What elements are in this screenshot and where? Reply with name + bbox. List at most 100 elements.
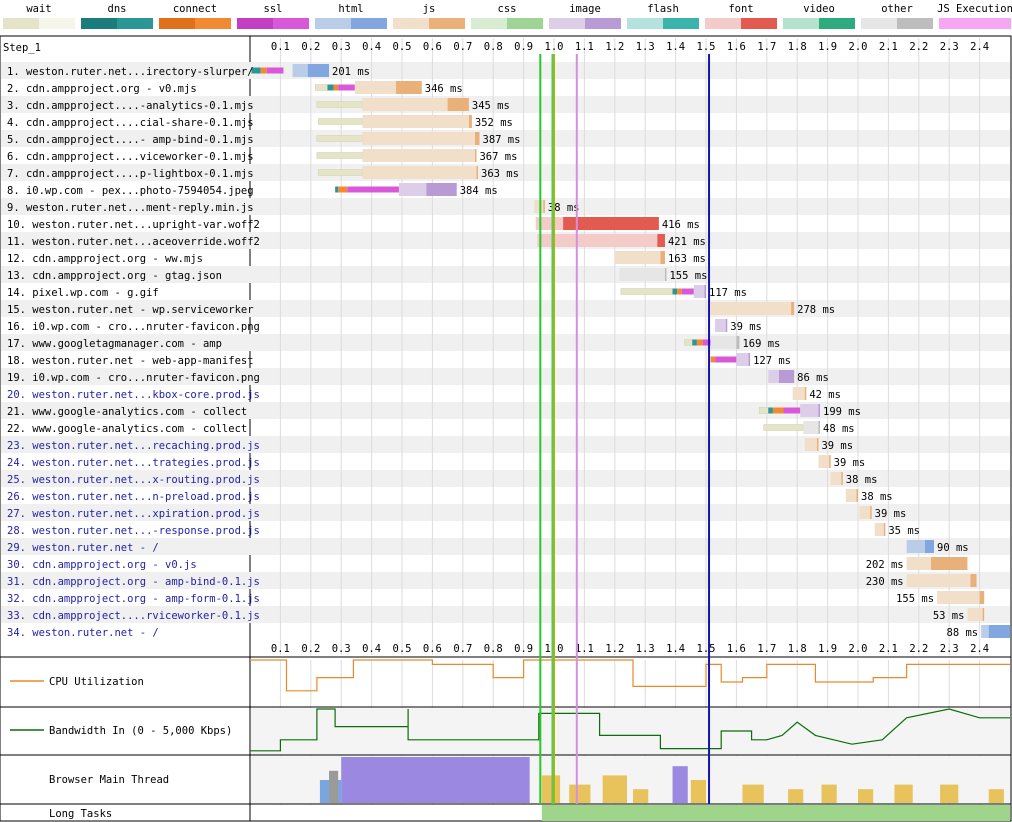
bar-download: [664, 268, 667, 281]
request-label: 18. weston.ruter.net - web-app-manifest: [7, 355, 254, 367]
legend-swatch-light: [237, 18, 273, 29]
x-tick-label: 1.7: [757, 41, 776, 53]
x-tick-label: 0.4: [362, 41, 381, 53]
bar-download: [988, 625, 1010, 638]
bar-ttfb: [906, 574, 971, 587]
duration-label: 39 ms: [834, 457, 866, 469]
main-thread-activity: [742, 784, 764, 803]
x-tick-label: 0.3: [332, 41, 351, 53]
bar-download: [657, 234, 665, 247]
request-label: 21. www.google-analytics.com - collect: [7, 406, 247, 418]
duration-label: 421 ms: [668, 236, 706, 248]
bar-download: [924, 540, 934, 553]
x-tick-label: 0.1: [271, 643, 290, 655]
request-label: 11. weston.ruter.net...aceoverride.woff2: [7, 236, 260, 248]
row-stripe: [1, 606, 1010, 623]
row-stripe: [1, 470, 1010, 487]
duration-label: 39 ms: [875, 508, 907, 520]
request-label: 10. weston.ruter.net...upright-var.woff2: [7, 219, 260, 231]
x-tick-label: 1.9: [818, 643, 837, 655]
frame: [0, 35, 1012, 822]
bar-ttfb: [804, 438, 817, 451]
legend-swatch-dark: [429, 18, 465, 29]
x-tick-label: 0.7: [453, 41, 472, 53]
legend-swatch-light: [159, 18, 195, 29]
main-thread-activity: [858, 789, 874, 803]
x-tick-label: 0.2: [301, 643, 320, 655]
request-label: 28. weston.ruter.net...-response.prod.js: [7, 525, 260, 537]
duration-label: 39 ms: [821, 440, 853, 452]
row-stripe: [1, 334, 1010, 351]
x-tick-label: 1.5: [697, 643, 716, 655]
bar-download: [426, 183, 457, 196]
bar-ttfb: [362, 166, 477, 179]
duration-label: 346 ms: [425, 83, 463, 95]
bar-ttfb: [362, 149, 475, 162]
x-tick-label: 1.4: [666, 41, 685, 53]
bar-ttfb: [362, 132, 475, 145]
x-tick-label: 0.4: [362, 643, 381, 655]
duration-label: 202 ms: [866, 559, 904, 571]
main-thread-activity: [329, 770, 339, 803]
row-stripe: [1, 436, 1010, 453]
request-label: 8. i0.wp.com - pex...photo-7594054.jpeg: [7, 185, 254, 197]
request-label: 33. cdn.ampproject....rviceworker-0.1.js: [7, 610, 260, 622]
legend-swatch-dark: [663, 18, 699, 29]
duration-label: 169 ms: [742, 338, 780, 350]
x-tick-label: 2.1: [879, 643, 898, 655]
legend-label-ssl: ssl: [264, 3, 283, 15]
main-thread-activity: [821, 784, 837, 803]
request-label: 22. www.google-analytics.com - collect: [7, 423, 247, 435]
legend-swatch-light: [627, 18, 663, 29]
bar-wait: [758, 407, 769, 414]
legend-swatch-dark: [741, 18, 777, 29]
request-label: 3. cdn.ampproject....-analytics-0.1.mjs: [7, 100, 254, 112]
legend-swatch-dark: [273, 18, 309, 29]
request-bars: [251, 64, 1010, 638]
bandwidth-line: [250, 708, 1010, 752]
x-tick-label: 0.2: [301, 41, 320, 53]
x-tick-label: 0.3: [332, 643, 351, 655]
bar-ttfb: [800, 404, 819, 417]
request-label: 26. weston.ruter.net...n-preload.prod.js: [7, 491, 260, 503]
legend-swatch-light: [471, 18, 507, 29]
x-axis-top: 0.1 0.2 0.3 0.4 0.5 0.6 0.7 0.8 0.9 1.0 1.1 1.2 1.3 1…: [271, 41, 989, 53]
main-thread-activity: [602, 775, 627, 803]
duration-label: 345 ms: [472, 100, 510, 112]
main-thread-activity: [569, 784, 591, 803]
bar-download: [563, 217, 659, 230]
x-tick-label: 1.6: [727, 41, 746, 53]
legend-swatch-dark: [351, 18, 387, 29]
bar-dns: [672, 288, 678, 295]
main-thread-activity: [940, 784, 959, 803]
legend-swatch-light: [393, 18, 429, 29]
x-tick-label: 1.0: [545, 41, 564, 53]
legend-swatch-dark: [117, 18, 153, 29]
bar-connect: [338, 186, 348, 193]
duration-label: 86 ms: [797, 372, 829, 384]
request-label: 16. i0.wp.com - cro...nruter-favicon.png: [7, 321, 260, 333]
request-label: 34. weston.ruter.net - /: [7, 627, 159, 639]
x-tick-label: 2.1: [879, 41, 898, 53]
bar-ttfb: [803, 421, 819, 434]
row-stripe: [1, 164, 1010, 181]
x-tick-label: 0.1: [271, 41, 290, 53]
bar-download: [736, 336, 740, 349]
request-label: 5. cdn.ampproject....- amp-bind-0.1.mjs: [7, 134, 254, 146]
bar-ttfb: [937, 591, 980, 604]
main-thread-script-block: [341, 757, 530, 803]
bar-download: [979, 591, 985, 604]
bar-wait: [620, 288, 673, 295]
legend-swatch-light: [549, 18, 585, 29]
bar-wait: [684, 339, 693, 346]
bar-ttfb: [845, 489, 857, 502]
x-tick-label: 1.8: [788, 643, 807, 655]
x-tick-label: 1.5: [697, 41, 716, 53]
duration-label: 163 ms: [668, 253, 706, 265]
bar-dns: [692, 339, 697, 346]
legend-swatch-dark: [819, 18, 855, 29]
legend-label-html: html: [338, 3, 363, 15]
bar-dns: [327, 84, 334, 91]
bar-download: [841, 472, 843, 485]
bar-download: [804, 387, 807, 400]
